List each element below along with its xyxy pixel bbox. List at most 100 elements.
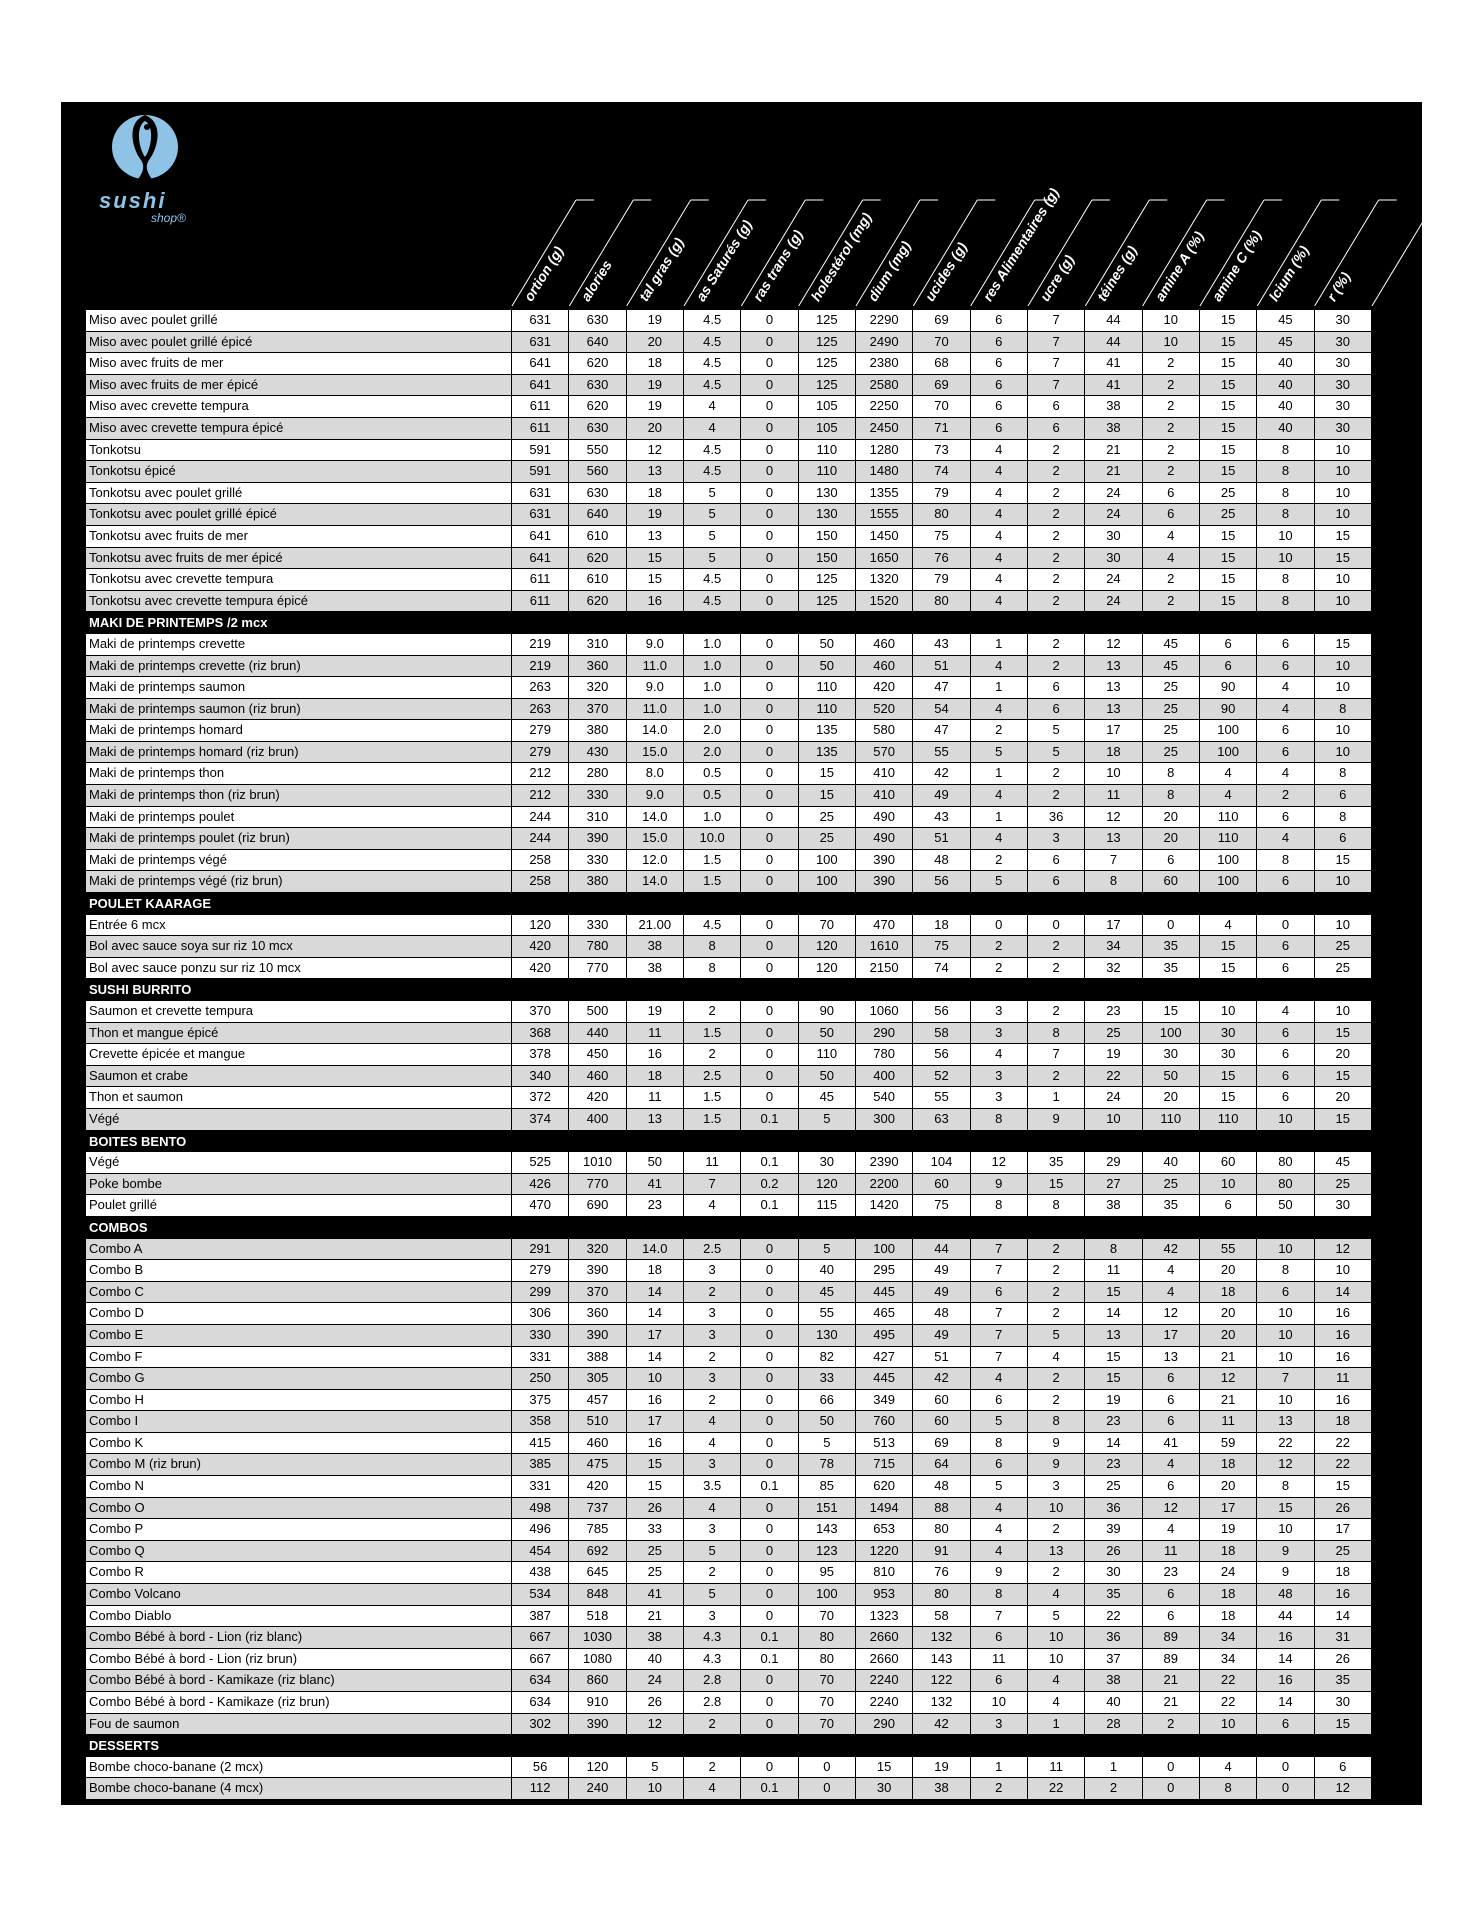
value-cell: 2 xyxy=(684,1756,742,1778)
value-cell: 25 xyxy=(799,828,856,849)
value-cell: 1323 xyxy=(856,1605,914,1627)
value-cell: 10 xyxy=(1257,1303,1315,1324)
value-cell: 6 xyxy=(1143,504,1200,525)
value-cell: 634 xyxy=(512,1692,570,1713)
value-cell: 0 xyxy=(741,1324,799,1346)
value-cell: 76 xyxy=(913,1562,971,1584)
value-cell: 12.0 xyxy=(627,849,684,871)
value-cell: 457 xyxy=(569,1389,627,1411)
item-name: Miso avec poulet grillé épicé xyxy=(86,331,512,353)
value-cell: 58 xyxy=(913,1605,971,1627)
item-name: Maki de printemps thon (riz brun) xyxy=(86,785,512,806)
value-cell: 15 xyxy=(1200,396,1258,417)
value-cell: 1 xyxy=(1028,1087,1086,1108)
value-cell: 30 xyxy=(1315,417,1372,439)
value-cell: 2 xyxy=(1028,439,1086,461)
value-cell: 25 xyxy=(1200,504,1258,525)
value-cell: 11 xyxy=(1143,1540,1200,1562)
table-row: Combo F 331 388 14 2 0 82 427 51 7 4 15 13 21 10 16 xyxy=(86,1346,1372,1369)
value-cell: 15 xyxy=(1200,547,1258,569)
value-cell: 10 xyxy=(1315,871,1372,893)
value-cell: 91 xyxy=(913,1540,971,1562)
value-cell: 715 xyxy=(856,1454,914,1476)
value-cell: 4 xyxy=(971,655,1028,677)
value-cell: 2 xyxy=(684,1389,742,1411)
table-row: Combo M (riz brun) 385 475 15 3 0 78 715 64 6 9 23 4… xyxy=(86,1454,1372,1477)
table-row: Miso avec crevette tempura épicé 611 630 20… xyxy=(86,417,1372,440)
value-cell: 0 xyxy=(741,353,799,374)
value-cell: 32 xyxy=(1085,957,1143,979)
value-cell: 620 xyxy=(569,353,627,374)
value-cell: 1280 xyxy=(856,439,914,461)
value-cell: 15 xyxy=(799,763,856,785)
value-cell: 295 xyxy=(856,1260,914,1281)
value-cell: 20 xyxy=(1200,1476,1258,1497)
value-cell: 40 xyxy=(627,1648,684,1670)
value-cell: 3 xyxy=(684,1454,742,1476)
table-row: Végé 525 1010 50 11 0.1 30 2390 104 12 35 29 40 60 80 4… xyxy=(86,1152,1372,1174)
value-cell: 17 xyxy=(1315,1519,1372,1540)
value-cell: 513 xyxy=(856,1432,914,1454)
value-cell: 5 xyxy=(684,482,742,504)
value-cell: 25 xyxy=(1143,1173,1200,1195)
value-cell: 9 xyxy=(1028,1432,1086,1454)
value-cell: 4 xyxy=(684,1195,742,1216)
value-cell: 6 xyxy=(1257,1044,1315,1065)
value-cell: 4 xyxy=(971,547,1028,569)
item-name: Combo H xyxy=(86,1389,512,1411)
value-cell: 1030 xyxy=(569,1627,627,1648)
table-row: Combo P 496 785 33 3 0 143 653 80 4 2 39 4 19 10 17 xyxy=(86,1519,1372,1541)
table-row: Miso avec poulet grillé épicé 631 640 20 4.5… xyxy=(86,331,1372,354)
item-name: Maki de printemps saumon (riz brun) xyxy=(86,698,512,720)
value-cell: 43 xyxy=(913,633,971,655)
value-cell: 1.5 xyxy=(684,1108,742,1130)
value-cell: 1320 xyxy=(856,569,914,590)
value-cell: 18 xyxy=(1200,1454,1258,1476)
value-cell: 8 xyxy=(971,1432,1028,1454)
item-name: Maki de printemps végé xyxy=(86,849,512,871)
value-cell: 25 xyxy=(1143,720,1200,741)
value-cell: 18 xyxy=(627,1260,684,1281)
value-cell: 2 xyxy=(1143,417,1200,439)
value-cell: 18 xyxy=(1200,1540,1258,1562)
value-cell: 21 xyxy=(1085,461,1143,482)
value-cell: 7 xyxy=(971,1238,1028,1260)
value-cell: 2 xyxy=(1143,439,1200,461)
value-cell: 6 xyxy=(1257,1022,1315,1044)
value-cell: 13 xyxy=(627,525,684,547)
value-cell: 3 xyxy=(971,1065,1028,1087)
item-name: Tonkotsu avec crevette tempura xyxy=(86,569,512,590)
table-row: Miso avec fruits de mer épicé 641 630 19 4.5… xyxy=(86,374,1372,397)
table-row: Combo Q 454 692 25 5 0 123 1220 91 4 13 26 11 18 9 25 xyxy=(86,1540,1372,1563)
value-cell: 2 xyxy=(1028,590,1086,612)
value-cell: 49 xyxy=(913,1324,971,1346)
value-cell: 6 xyxy=(1028,871,1086,893)
value-cell: 125 xyxy=(799,590,856,612)
value-cell: 34 xyxy=(1200,1648,1258,1670)
value-cell: 10 xyxy=(1315,677,1372,698)
value-cell: 4 xyxy=(971,590,1028,612)
value-cell: 2.5 xyxy=(684,1065,742,1087)
value-cell: 0 xyxy=(741,1001,799,1022)
value-cell: 9 xyxy=(1028,1454,1086,1476)
value-cell: 0 xyxy=(741,785,799,806)
value-cell: 10 xyxy=(1257,525,1315,547)
value-cell: 10 xyxy=(1315,461,1372,482)
value-cell: 60 xyxy=(1200,1152,1258,1173)
value-cell: 22 xyxy=(1315,1432,1372,1454)
section-header: BOITES BENTO xyxy=(86,1130,1372,1153)
value-cell: 374 xyxy=(512,1108,570,1130)
value-cell: 953 xyxy=(856,1584,914,1605)
value-cell: 70 xyxy=(913,331,971,353)
value-cell: 4 xyxy=(1028,1584,1086,1605)
value-cell: 5 xyxy=(1028,1605,1086,1627)
value-cell: 100 xyxy=(799,1584,856,1605)
value-cell: 6 xyxy=(971,1389,1028,1411)
value-cell: 0 xyxy=(741,1584,799,1605)
sushi-shop-logo: sushi shop® xyxy=(95,105,230,245)
value-cell: 2290 xyxy=(856,310,914,331)
value-cell: 631 xyxy=(512,504,570,525)
section-header: MAKI DE PRINTEMPS /2 mcx xyxy=(86,612,1372,634)
value-cell: 4 xyxy=(1028,1692,1086,1713)
value-cell: 18 xyxy=(627,353,684,374)
